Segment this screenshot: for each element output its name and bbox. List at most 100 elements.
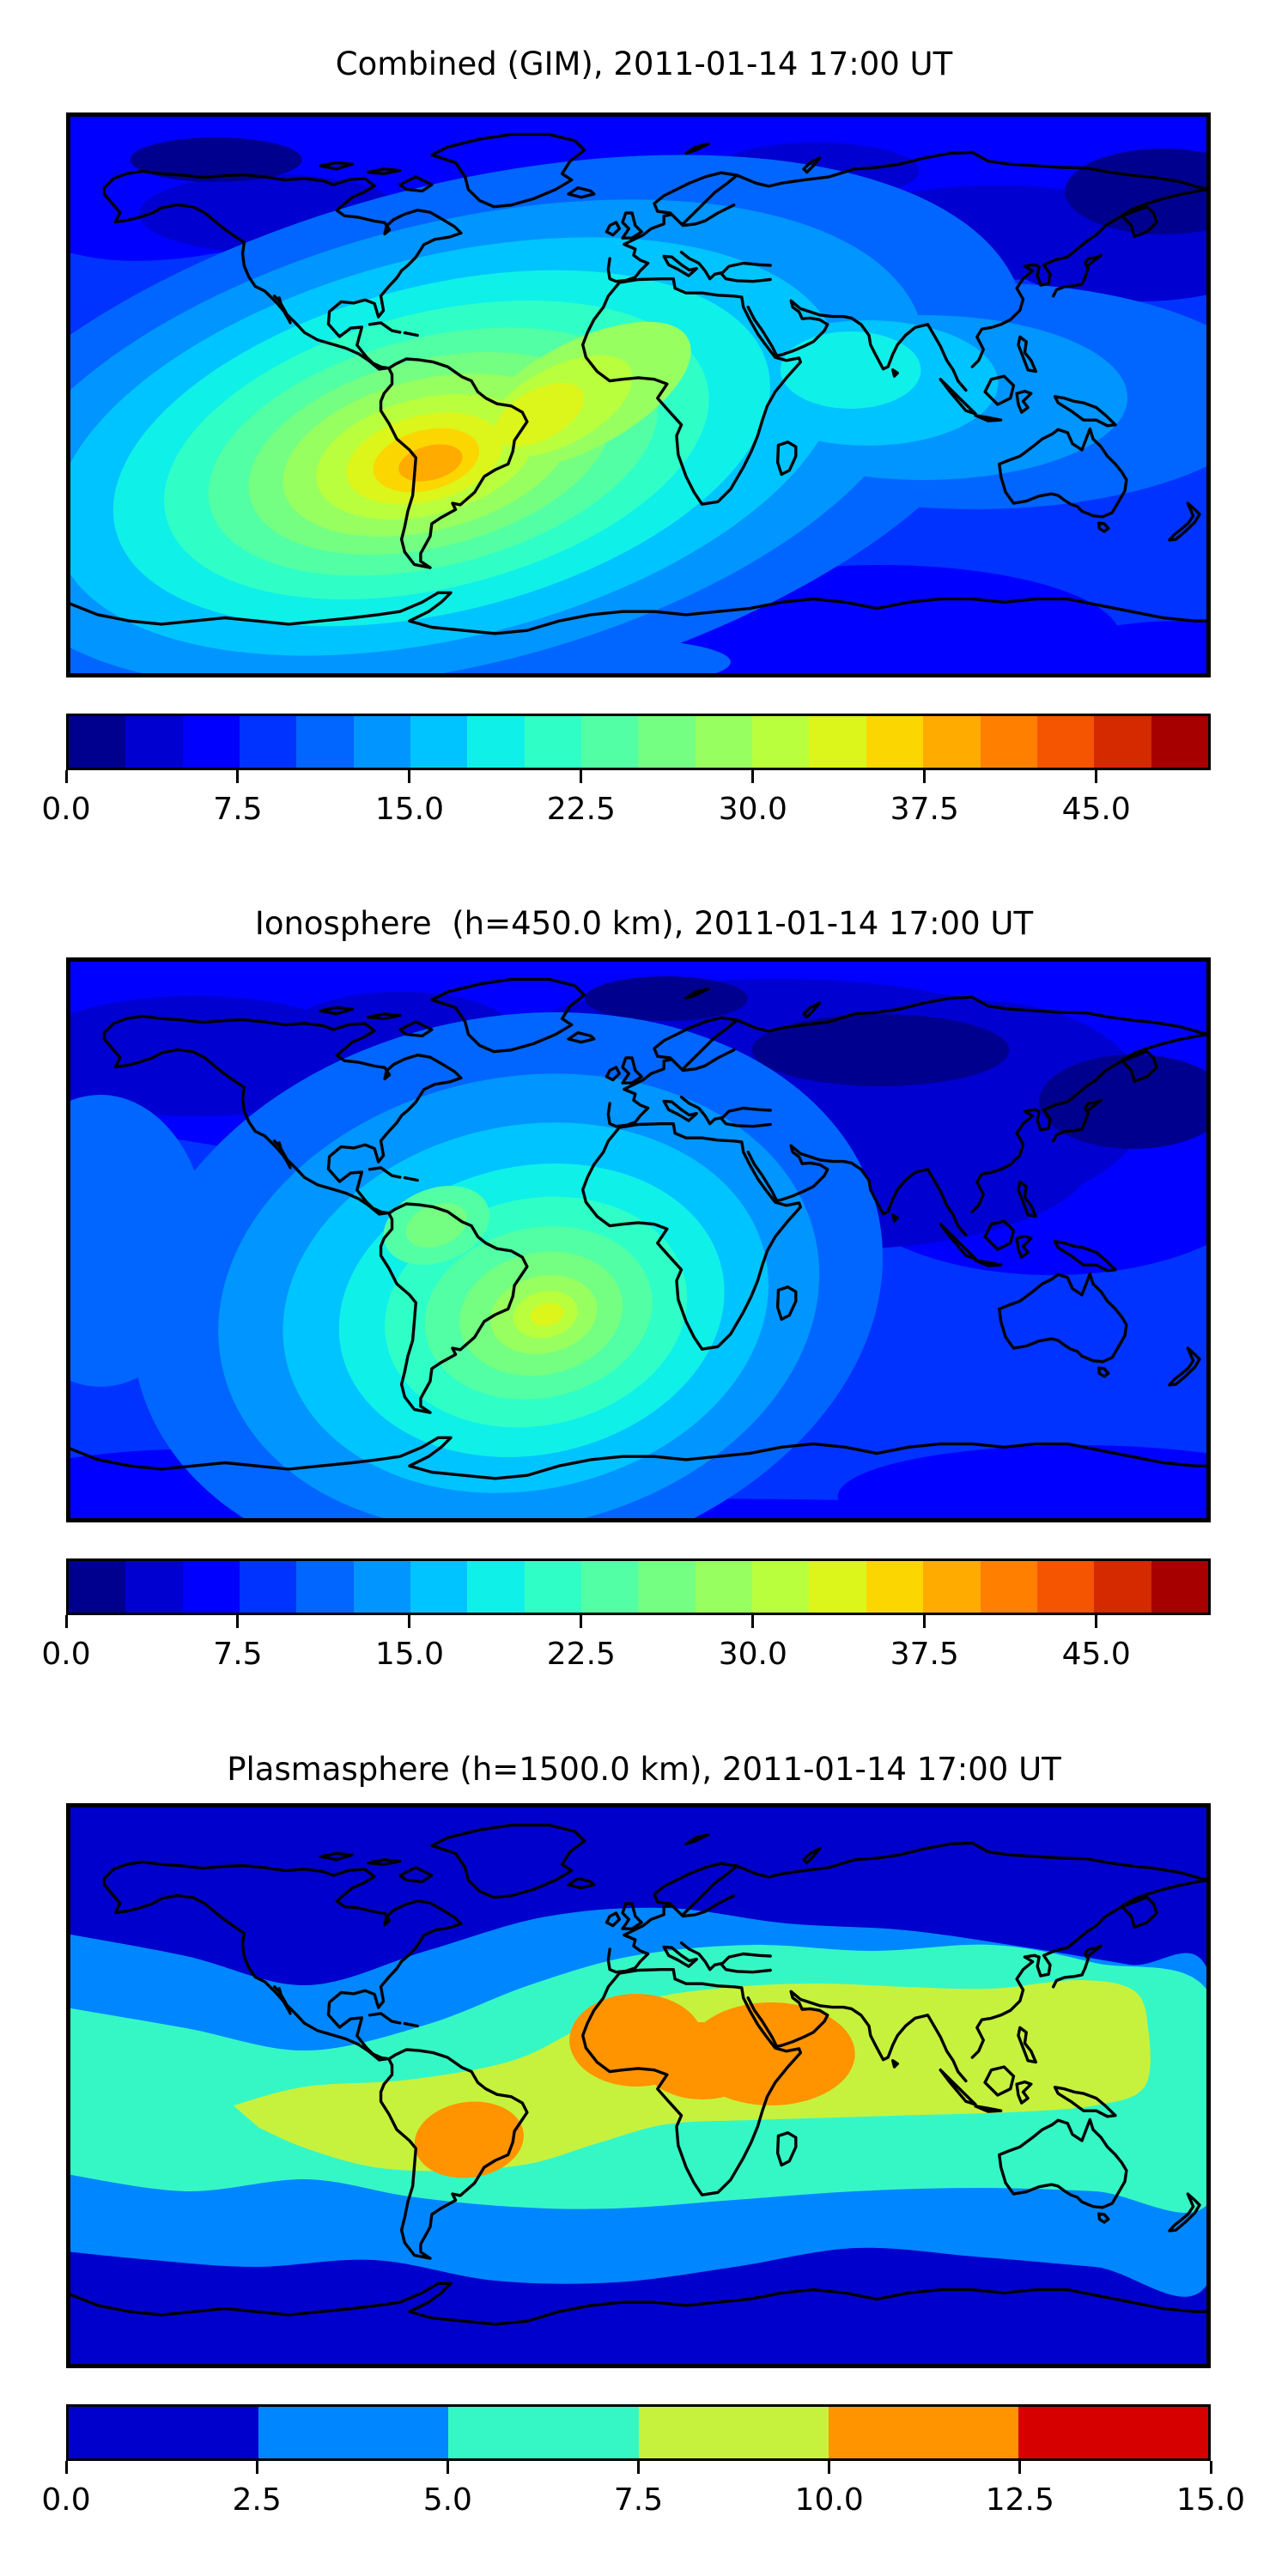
colorbar-segment — [581, 1561, 639, 1613]
colorbar-segment — [258, 2407, 449, 2458]
colorbar-tick — [923, 770, 927, 783]
colorbar-segment — [1151, 1561, 1208, 1613]
panel-title-ionosphere: Ionosphere (h=450.0 km), 2011-01-14 17:0… — [254, 905, 1034, 942]
colorbar-tick — [408, 1615, 411, 1628]
colorbar-tick-label: 45.0 — [1061, 792, 1131, 827]
coastline — [66, 977, 1211, 1480]
colorbar-tick — [751, 1615, 755, 1628]
colorbar-segment — [69, 2407, 259, 2458]
contour-layer — [530, 1303, 564, 1327]
colorbar-segment — [467, 716, 525, 768]
colorbar-segment — [524, 716, 582, 768]
colorbar-segment — [296, 716, 354, 768]
colorbar-segment — [923, 1561, 981, 1613]
colorbar-segment — [980, 716, 1037, 768]
colorbar-segment — [638, 716, 696, 768]
colorbar-tick — [64, 1615, 68, 1628]
colorbar-bar — [66, 1558, 1211, 1615]
colorbar-tick — [64, 2461, 68, 2474]
colorbar-tick — [1095, 1615, 1098, 1628]
colorbar-segment — [828, 2407, 1018, 2458]
colorbar-segment — [240, 1561, 297, 1613]
colorbar-tick-label: 5.0 — [422, 2482, 472, 2518]
colorbar-tick-label: 22.5 — [546, 792, 616, 827]
contour-layer — [751, 1014, 1010, 1086]
colorbar-tick-label: 7.5 — [213, 1637, 263, 1672]
contour-layer — [641, 2022, 762, 2099]
colorbar-segment — [638, 2407, 829, 2458]
colorbar-tick-label: 2.5 — [232, 2482, 282, 2518]
colorbar-segment — [1018, 2407, 1209, 2458]
colorbar-ionosphere: 0.0 7.5 15.0 22.5 30.0 37.5 45.0 — [41, 1558, 1211, 1679]
colorbar-tick — [580, 770, 583, 783]
contour-layer — [495, 382, 585, 447]
colorbar-segment — [410, 716, 468, 768]
colorbar-tick-label: 22.5 — [546, 1637, 616, 1672]
colorbar-segment — [752, 1561, 810, 1613]
colorbar-segment — [182, 716, 240, 768]
colorbar-tick-label: 0.0 — [41, 792, 91, 827]
map-frame — [66, 112, 1211, 677]
colorbar-tick-label: 30.0 — [718, 1637, 787, 1672]
colorbar-segment — [353, 1561, 411, 1613]
colorbar-tick — [637, 2461, 640, 2474]
contour-fill-layers — [66, 1803, 1211, 2368]
colorbar-tick — [923, 1615, 927, 1628]
contour-fill-layers — [66, 112, 1211, 677]
contour-layer — [780, 331, 921, 409]
colorbar-segment — [69, 716, 126, 768]
coastline — [66, 1823, 1211, 2326]
colorbar-segment — [1094, 1561, 1151, 1613]
colorbar-tick — [64, 770, 68, 783]
colorbar-segment — [980, 1561, 1037, 1613]
map-frame — [66, 1803, 1211, 2368]
panel-title-plasmasphere: Plasmasphere (h=1500.0 km), 2011-01-14 1… — [227, 1751, 1061, 1788]
colorbar-segment — [1036, 716, 1095, 768]
colorbar-tick-label: 0.0 — [41, 1637, 91, 1672]
colorbar-tick — [751, 770, 755, 783]
colorbar-segment — [809, 1561, 866, 1613]
colorbar-tick-label: 10.0 — [794, 2482, 864, 2518]
colorbar-tick-label: 7.5 — [213, 792, 263, 827]
colorbar-tick — [446, 2461, 449, 2474]
colorbar-tick — [1095, 770, 1098, 783]
colorbar-segment — [695, 1561, 753, 1613]
colorbar-segment — [353, 716, 411, 768]
contour-layer — [130, 137, 302, 182]
colorbar-segment — [581, 716, 639, 768]
colorbar-segment — [240, 716, 297, 768]
coastline — [66, 132, 1211, 635]
colorbar-segment — [410, 1561, 468, 1613]
colorbar-tick-label: 37.5 — [890, 792, 959, 827]
colorbar-tick-label: 12.5 — [985, 2482, 1054, 2518]
colorbar-segment — [524, 1561, 582, 1613]
colorbar-segment — [69, 1561, 126, 1613]
colorbar-segment — [125, 716, 183, 768]
colorbar-bar — [66, 714, 1211, 770]
colorbar-segment — [866, 716, 924, 768]
colorbar-segment — [752, 716, 810, 768]
colorbar-bar — [66, 2404, 1211, 2461]
colorbar-tick — [255, 2461, 258, 2474]
colorbar-tick-label: 15.0 — [374, 792, 444, 827]
colorbar-segment — [695, 716, 753, 768]
colorbar-plasmasphere: 0.0 2.5 5.0 7.5 10.0 12.5 15.0 — [41, 2404, 1245, 2533]
colorbar-segment — [467, 1561, 525, 1613]
contour-layer — [585, 976, 748, 1021]
colorbar-segment — [866, 1561, 924, 1613]
colorbar-tick-label: 37.5 — [890, 1637, 959, 1672]
colorbar-combined: 0.0 7.5 15.0 22.5 30.0 37.5 45.0 — [41, 714, 1211, 834]
colorbar-segment — [125, 1561, 183, 1613]
colorbar-tick — [236, 1615, 240, 1628]
colorbar-tick — [1018, 2461, 1022, 2474]
colorbar-segment — [923, 716, 981, 768]
colorbar-tick — [408, 770, 411, 783]
panel-title-combined: Combined (GIM), 2011-01-14 17:00 UT — [335, 46, 953, 82]
map-combined — [66, 112, 1211, 677]
colorbar-segment — [182, 1561, 240, 1613]
colorbar-tick — [828, 2461, 831, 2474]
colorbar-tick-label: 45.0 — [1061, 1637, 1131, 1672]
colorbar-tick — [580, 1615, 583, 1628]
map-plasmasphere — [66, 1803, 1211, 2368]
colorbar-tick-label: 7.5 — [613, 2482, 664, 2518]
